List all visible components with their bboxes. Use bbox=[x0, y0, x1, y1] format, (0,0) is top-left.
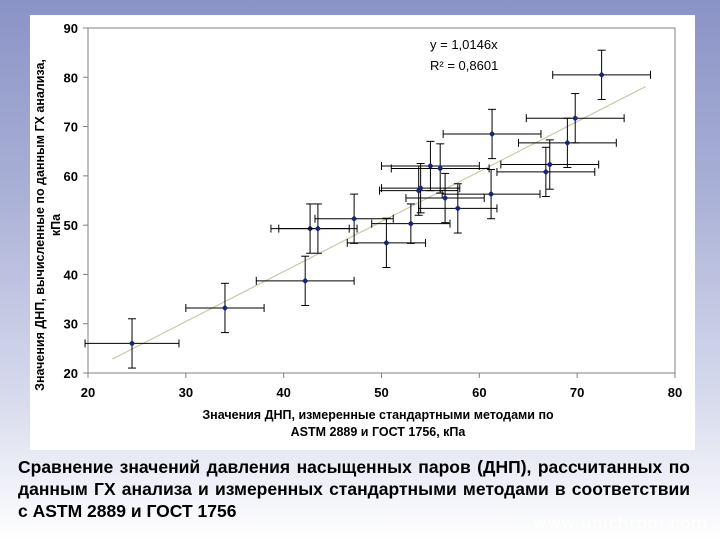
y-axis-label-line-2: кПа bbox=[49, 213, 63, 236]
y-tick-label: 30 bbox=[64, 317, 78, 332]
data-point bbox=[454, 205, 462, 212]
data-point bbox=[383, 239, 390, 247]
data-point bbox=[441, 194, 449, 202]
data-point bbox=[128, 340, 136, 347]
data-point bbox=[487, 190, 495, 198]
y-tick-label: 80 bbox=[64, 70, 78, 85]
site-url: www.unichrom.com bbox=[532, 514, 708, 534]
x-tick-label: 70 bbox=[570, 385, 584, 400]
trendline-equation-text: y = 1,0146x bbox=[430, 37, 498, 52]
data-point bbox=[437, 165, 444, 172]
data-point bbox=[417, 184, 424, 192]
x-axis-label: Значения ДНП, измеренные стандартными ме… bbox=[202, 408, 554, 439]
x-axis-label-line-2: ASTM 2889 и ГОСТ 1756, кПа bbox=[291, 425, 467, 439]
data-point bbox=[415, 187, 422, 194]
data-point bbox=[572, 114, 579, 122]
y-tick-label: 60 bbox=[64, 169, 78, 184]
x-tick-label: 20 bbox=[81, 385, 95, 400]
data-point bbox=[427, 162, 434, 170]
data-point bbox=[598, 71, 605, 79]
x-tick-label: 40 bbox=[276, 385, 290, 400]
x-tick-label: 30 bbox=[179, 385, 193, 400]
trendline-r2-text: R² = 0,8601 bbox=[430, 58, 498, 73]
trendline bbox=[112, 85, 646, 360]
scatter-chart: Значения ДНП, вычисленные по данным ГХ а… bbox=[33, 21, 682, 439]
data-point bbox=[564, 139, 571, 147]
trendline-equation: y = 1,0146x R² = 0,8601 bbox=[430, 37, 498, 73]
y-tick-label: 20 bbox=[64, 366, 78, 381]
y-tick-label: 90 bbox=[64, 21, 78, 36]
y-tick-label: 40 bbox=[64, 267, 78, 282]
y-tick-label: 50 bbox=[64, 218, 78, 233]
data-point bbox=[314, 225, 322, 232]
chart-panel: Значения ДНП, вычисленные по данным ГХ а… bbox=[30, 15, 695, 450]
x-axis-label-line-1: Значения ДНП, измеренные стандартными ме… bbox=[202, 408, 554, 422]
data-point bbox=[221, 304, 229, 312]
x-tick-label: 80 bbox=[668, 385, 682, 400]
slide-caption: Сравнение значений давления насыщенных п… bbox=[18, 457, 690, 521]
data-point bbox=[488, 130, 496, 138]
data-point bbox=[546, 161, 553, 168]
data-point bbox=[301, 277, 309, 285]
x-tick-label: 60 bbox=[472, 385, 486, 400]
data-point bbox=[407, 220, 415, 227]
x-tick-label: 50 bbox=[374, 385, 388, 400]
y-tick-label: 70 bbox=[64, 120, 78, 135]
data-point bbox=[350, 215, 358, 222]
plot-frame bbox=[87, 27, 676, 374]
y-axis-label-line-1: Значения ДНП, вычисленные по данным ГХ а… bbox=[33, 59, 47, 391]
y-axis-label: Значения ДНП, вычисленные по данным ГХ а… bbox=[33, 59, 63, 391]
data-point bbox=[542, 168, 550, 176]
